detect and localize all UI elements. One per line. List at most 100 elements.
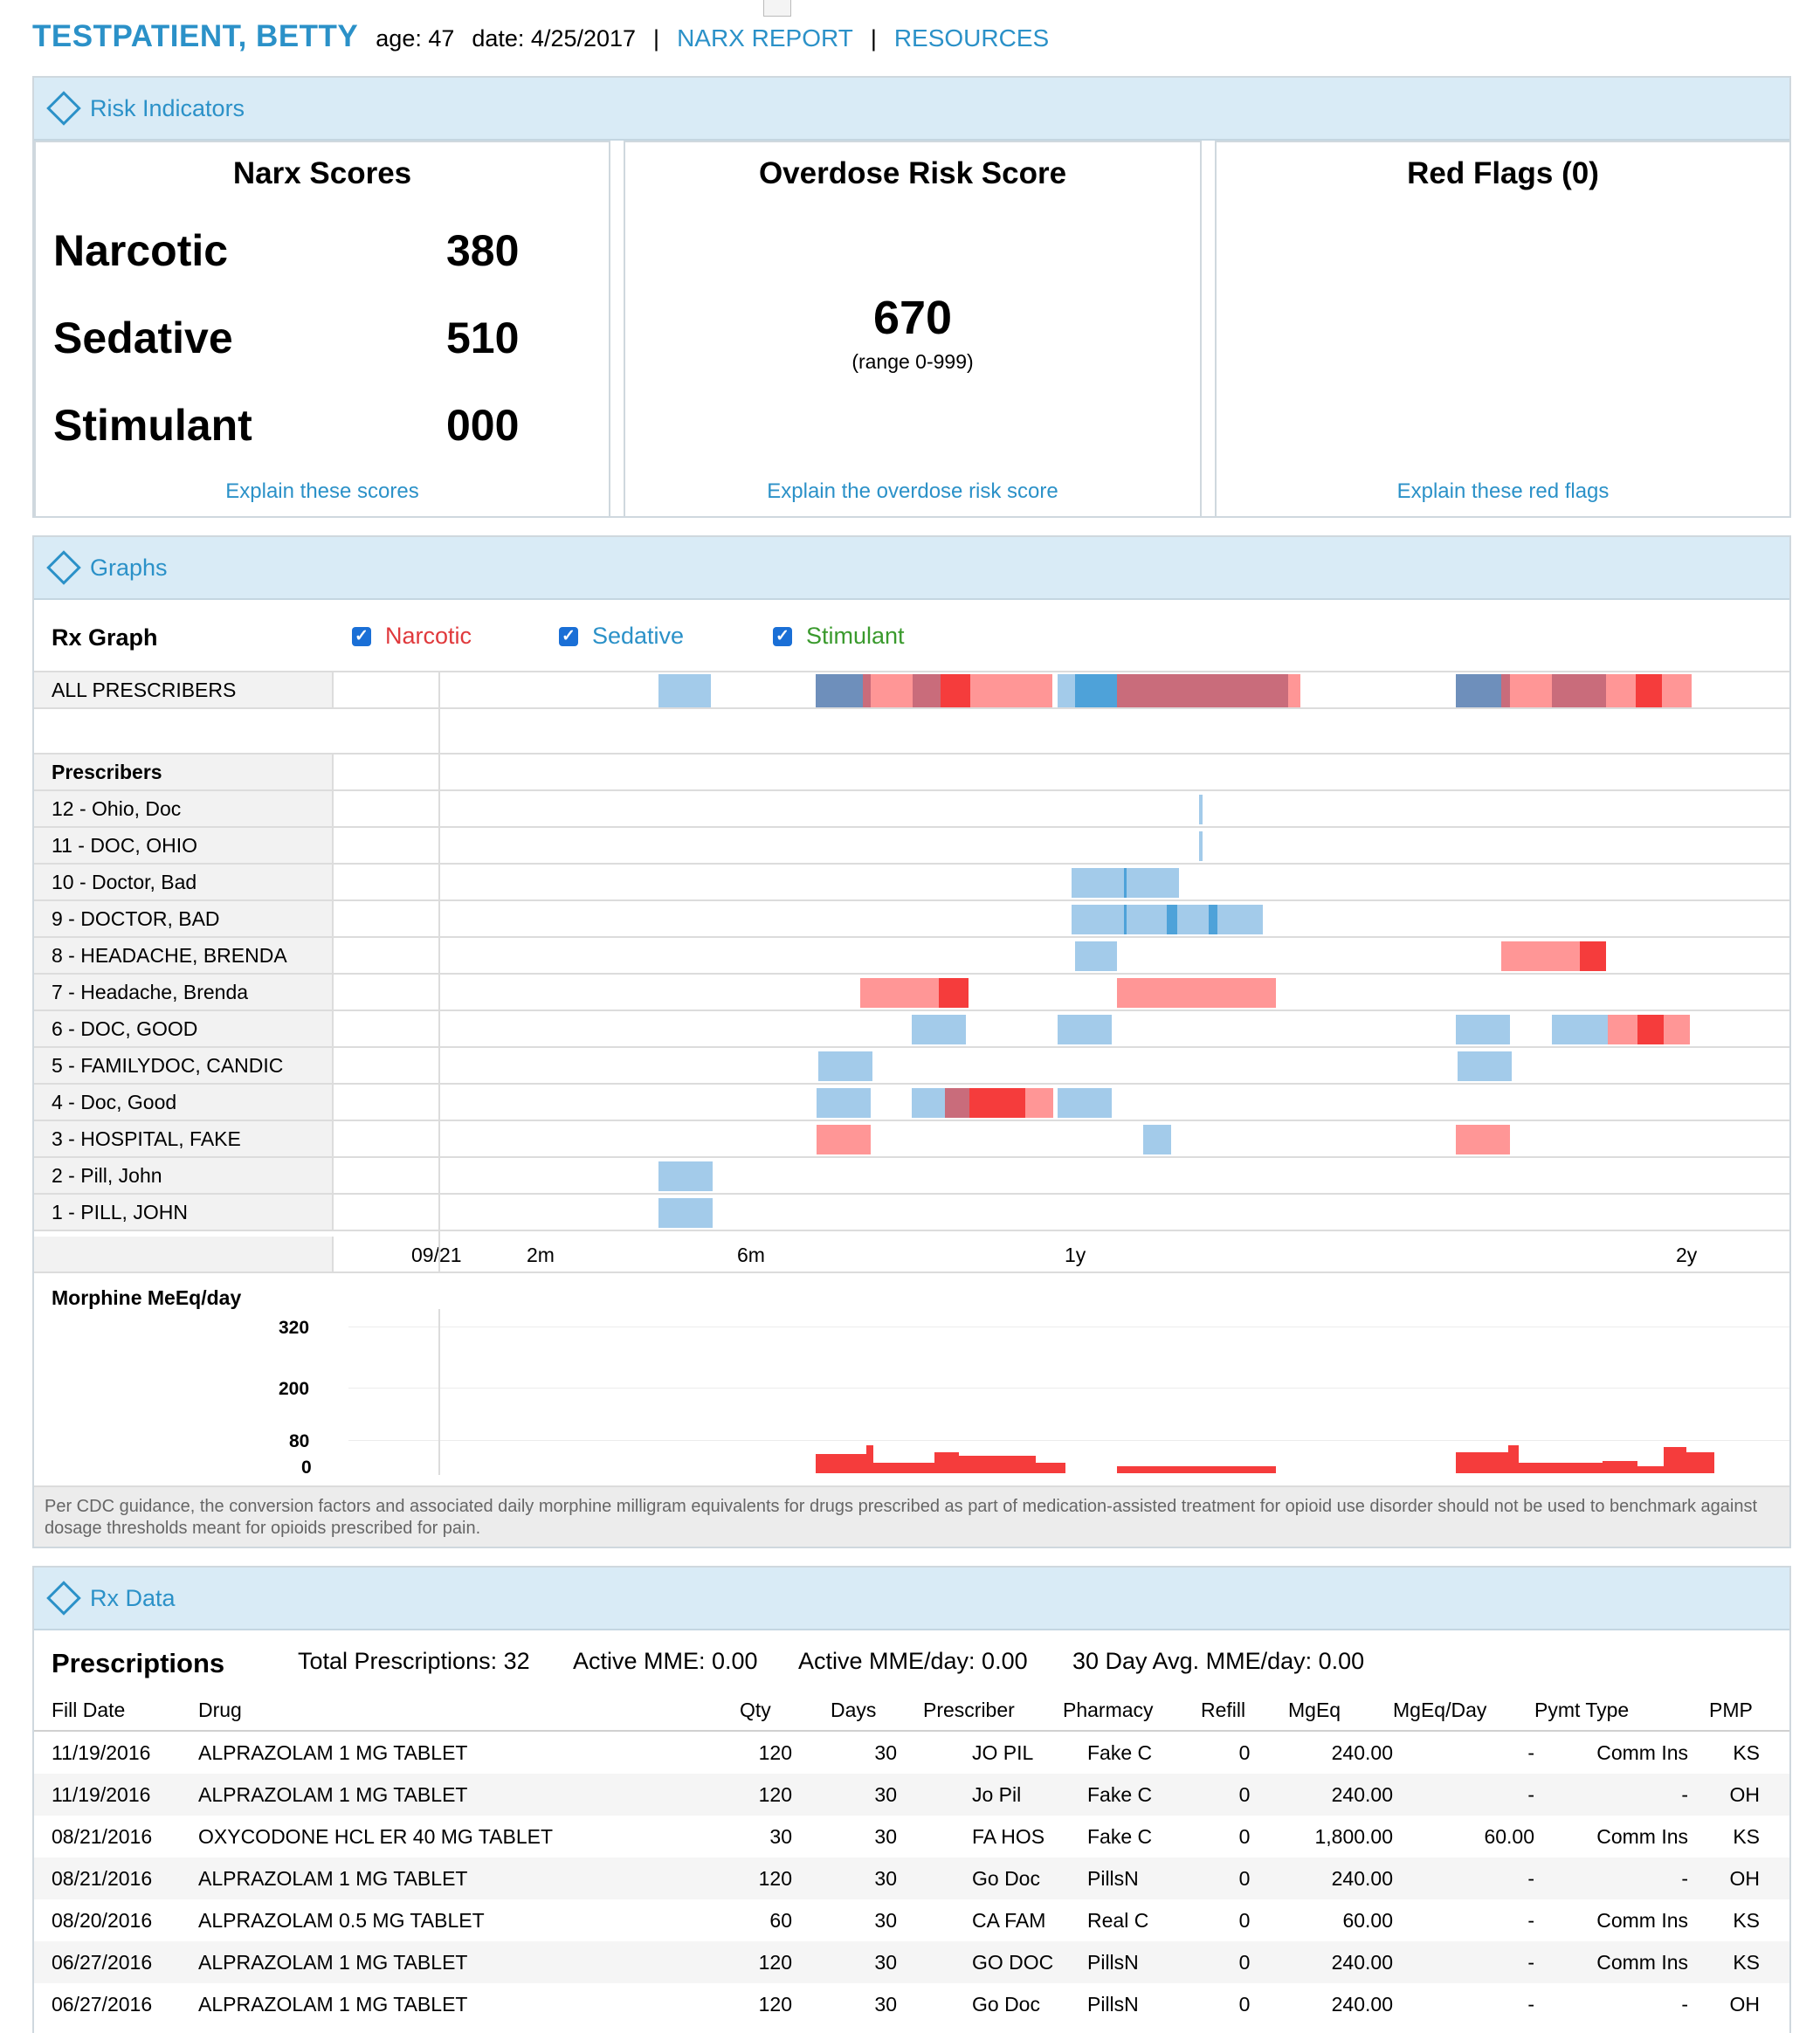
rx-bar[interactable] <box>1458 1051 1512 1081</box>
rx-bar[interactable] <box>1124 905 1127 934</box>
rx-bar[interactable] <box>658 1161 713 1191</box>
rx-bar[interactable] <box>1288 674 1300 707</box>
col-drug[interactable]: Drug <box>198 1690 740 1732</box>
mme-bar[interactable] <box>1519 1463 1603 1473</box>
rx-bar[interactable] <box>1117 978 1276 1008</box>
rx-bar[interactable] <box>1664 1015 1690 1044</box>
rx-bar[interactable] <box>1501 674 1510 707</box>
nav-narx-report[interactable]: NARX REPORT <box>677 24 853 52</box>
col-mgeq-day[interactable]: MgEq/Day <box>1393 1690 1534 1732</box>
rx-bar[interactable] <box>939 978 969 1008</box>
rx-bar[interactable] <box>1510 674 1552 707</box>
mme-bar[interactable] <box>1117 1466 1276 1473</box>
nav-resources[interactable]: RESOURCES <box>893 24 1050 52</box>
rx-bar[interactable] <box>1456 1125 1510 1154</box>
rx-bar[interactable] <box>658 674 711 707</box>
col-pmp[interactable]: PMP <box>1709 1690 1789 1732</box>
mme-bar[interactable] <box>983 1456 1036 1473</box>
rx-bar[interactable] <box>1580 941 1606 971</box>
rx-bar[interactable] <box>1075 674 1117 707</box>
col-fill-date[interactable]: Fill Date <box>34 1690 198 1732</box>
checkbox-checked-icon[interactable]: ✓ <box>352 626 371 646</box>
rx-bar[interactable] <box>1197 674 1232 707</box>
rx-bar[interactable] <box>1058 1088 1112 1118</box>
col-mgeq[interactable]: MgEq <box>1288 1690 1393 1732</box>
table-row[interactable]: 08/21/2016 ALPRAZOLAM 1 MG TABLET 120 30 Go … <box>34 1857 1789 1899</box>
mme-bar[interactable] <box>1508 1445 1519 1473</box>
rx-bar[interactable] <box>1024 674 1052 707</box>
rx-bar[interactable] <box>1199 831 1203 861</box>
rx-bar[interactable] <box>912 1088 945 1118</box>
table-row[interactable]: 11/19/2016 ALPRAZOLAM 1 MG TABLET 120 30 Jo … <box>34 1774 1789 1816</box>
rx-bar[interactable] <box>1072 905 1124 934</box>
narcotic-filter[interactable]: ✓ Narcotic <box>352 623 472 650</box>
col-pymt-type[interactable]: Pymt Type <box>1534 1690 1709 1732</box>
explain-scores-link[interactable]: Explain these scores <box>225 479 419 503</box>
rx-bar[interactable] <box>1072 868 1124 898</box>
col-days[interactable]: Days <box>792 1690 923 1732</box>
table-row[interactable]: 08/21/2016 OXYCODONE HCL ER 40 MG TABLET 3… <box>34 1816 1789 1857</box>
checkbox-checked-icon[interactable]: ✓ <box>773 626 792 646</box>
sedative-filter[interactable]: ✓ Sedative <box>559 623 684 650</box>
rx-bar[interactable] <box>1662 674 1692 707</box>
rx-bar[interactable] <box>863 674 871 707</box>
rx-bar[interactable] <box>1143 1125 1171 1154</box>
rx-bar[interactable] <box>1127 905 1167 934</box>
mme-bar[interactable] <box>1686 1452 1714 1473</box>
rx-bar[interactable] <box>1217 905 1263 934</box>
rx-bar[interactable] <box>1058 1015 1112 1044</box>
rx-bar[interactable] <box>1552 674 1578 707</box>
rx-bar[interactable] <box>1501 941 1580 971</box>
table-row[interactable]: 08/20/2016 ALPRAZOLAM 0.5 MG TABLET 60 30 CA… <box>34 1899 1789 1941</box>
rx-bar[interactable] <box>1456 1015 1510 1044</box>
rx-bar[interactable] <box>860 978 939 1008</box>
explain-red-flags-link[interactable]: Explain these red flags <box>1396 479 1610 503</box>
rx-bar[interactable] <box>871 674 914 707</box>
rx-bar[interactable] <box>1167 905 1177 934</box>
stimulant-filter[interactable]: ✓ Stimulant <box>773 623 905 650</box>
checkbox-checked-icon[interactable]: ✓ <box>559 626 578 646</box>
rx-data-header[interactable]: Rx Data <box>34 1568 1789 1630</box>
rx-bar[interactable] <box>970 674 1024 707</box>
rx-bar[interactable] <box>1232 674 1288 707</box>
col-refill[interactable]: Refill <box>1201 1690 1288 1732</box>
mme-bar[interactable] <box>1664 1447 1686 1473</box>
rx-bar[interactable] <box>1637 1015 1664 1044</box>
explain-overdose-link[interactable]: Explain the overdose risk score <box>767 479 1058 503</box>
rx-bar[interactable] <box>1456 674 1501 707</box>
mme-bar[interactable] <box>959 1456 983 1473</box>
col-qty[interactable]: Qty <box>740 1690 792 1732</box>
rx-bar[interactable] <box>1552 1015 1608 1044</box>
rx-bar[interactable] <box>1636 674 1662 707</box>
rx-bar[interactable] <box>1606 674 1636 707</box>
rx-bar[interactable] <box>1117 674 1169 707</box>
table-row[interactable]: 11/19/2016 ALPRAZOLAM 1 MG TABLET 120 30 JO … <box>34 1731 1789 1774</box>
mme-bar[interactable] <box>873 1463 934 1473</box>
rx-bar[interactable] <box>969 1088 1025 1118</box>
rx-bar[interactable] <box>1578 674 1606 707</box>
mme-bar[interactable] <box>1456 1452 1508 1473</box>
rx-bar[interactable] <box>817 1088 871 1118</box>
col-pharmacy[interactable]: Pharmacy <box>1063 1690 1201 1732</box>
rx-bar[interactable] <box>1199 795 1203 824</box>
rx-bar[interactable] <box>1124 868 1127 898</box>
mme-bar[interactable] <box>934 1452 959 1473</box>
rx-bar[interactable] <box>945 1088 969 1118</box>
rx-bar[interactable] <box>1127 868 1179 898</box>
rx-bar[interactable] <box>1025 1088 1053 1118</box>
mme-bar[interactable] <box>816 1454 866 1473</box>
rx-bar[interactable] <box>1608 1015 1637 1044</box>
risk-indicators-header[interactable]: Risk Indicators <box>34 78 1789 141</box>
rx-bar[interactable] <box>1169 674 1197 707</box>
rx-bar[interactable] <box>817 1125 871 1154</box>
mme-bar[interactable] <box>1036 1463 1065 1473</box>
table-row[interactable]: 06/27/2016 ALPRAZOLAM 1 MG TABLET 120 30 Go … <box>34 1983 1789 2025</box>
rx-bar[interactable] <box>658 1198 713 1228</box>
rx-bar[interactable] <box>913 674 941 707</box>
mme-bar[interactable] <box>866 1445 873 1473</box>
rx-bar[interactable] <box>941 674 970 707</box>
rx-bar[interactable] <box>1058 674 1075 707</box>
mme-bar[interactable] <box>1603 1461 1637 1473</box>
rx-bar[interactable] <box>816 674 870 707</box>
rx-bar[interactable] <box>818 1051 872 1081</box>
